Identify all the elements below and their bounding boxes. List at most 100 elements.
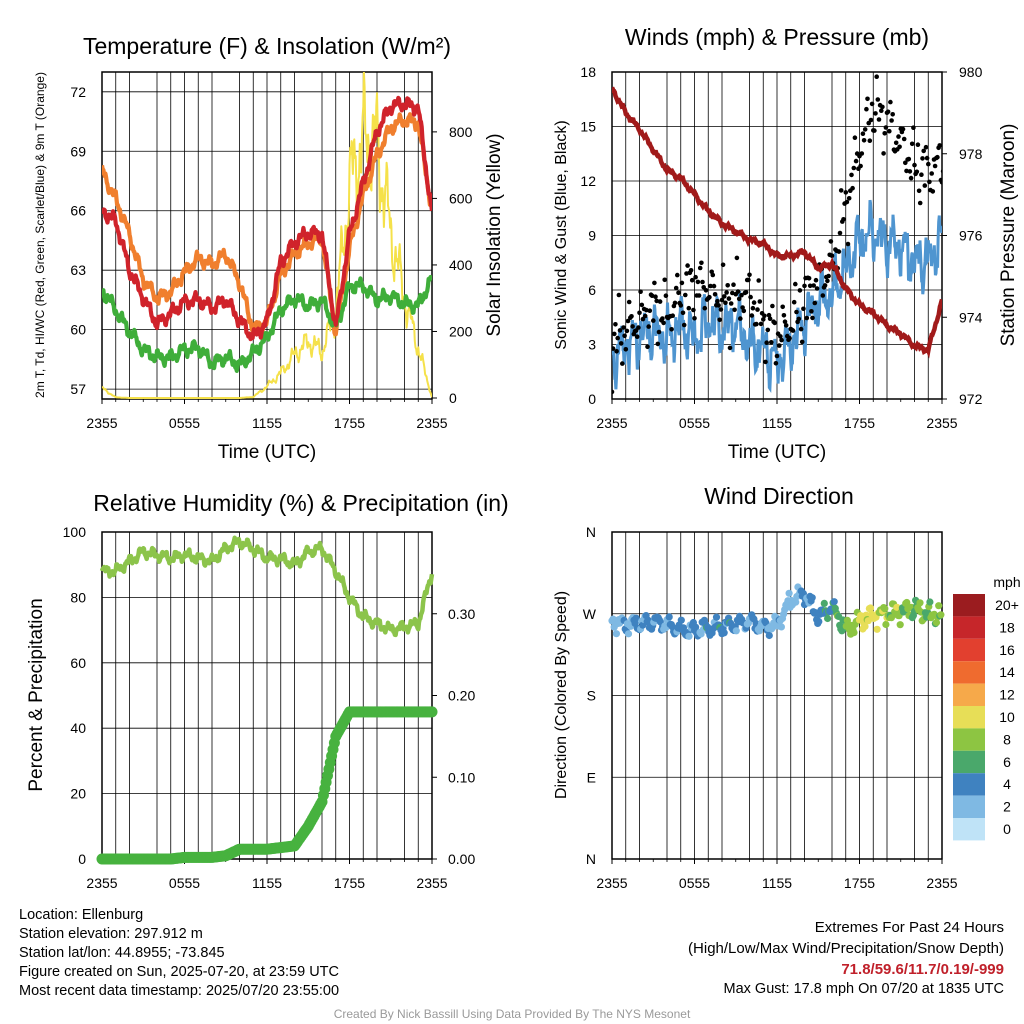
winds-gust-point [780, 304, 785, 310]
winds-gust-point [828, 239, 834, 244]
winds-gust-point [711, 283, 717, 289]
winds-gust-point [820, 293, 826, 298]
direction-point [665, 613, 673, 621]
winds-gust-point [757, 299, 763, 304]
humidity-series-rh [99, 535, 435, 638]
winds-gust-point [657, 299, 663, 304]
winds-gust-point [644, 307, 649, 313]
winds-gust-point [908, 175, 914, 181]
winds-gust-point [791, 299, 797, 305]
winds-gust-point [630, 324, 635, 329]
winds-gust-point [656, 329, 662, 335]
winds-gust-point [843, 190, 849, 195]
direction-point [926, 598, 934, 606]
info-elevation: Station elevation: 297.912 m [19, 926, 203, 942]
winds-gust-point [917, 200, 923, 206]
winds-gust-point [797, 288, 803, 293]
legend-label: 2 [1003, 799, 1011, 815]
temperature-ytick-label: 69 [70, 143, 86, 159]
winds-gust-point [932, 163, 938, 169]
legend-swatch [953, 661, 985, 684]
direction-point [932, 618, 941, 627]
winds-gust-point [924, 155, 930, 161]
humidity-title: Relative Humidity (%) & Precipitation (i… [93, 490, 508, 516]
winds-gust-point [685, 263, 690, 268]
winds-gust-point [798, 326, 804, 332]
winds-gust-point [663, 293, 669, 299]
winds-gust-point [806, 276, 812, 281]
winds-gust-point [692, 316, 697, 321]
winds-gust-point [845, 241, 851, 247]
winds-gust-point [807, 283, 813, 289]
winds-gust-point [790, 328, 796, 333]
winds-gust-point [697, 265, 703, 271]
legend-swatch [953, 683, 985, 706]
winds-gust-point [783, 323, 789, 328]
legend-label: 0 [1003, 821, 1011, 837]
direction-point [882, 620, 890, 629]
winds-gust-point [693, 274, 698, 280]
winds-gust-point [838, 188, 844, 193]
winds-gust-point [612, 389, 615, 395]
winds-gust-point [881, 151, 886, 156]
winds-gust-point [904, 168, 909, 174]
legend-label: 8 [1003, 731, 1011, 747]
winds-gust-point [646, 324, 651, 329]
winds-gust-point [623, 347, 629, 352]
temperature-ytick-label: 72 [70, 84, 86, 100]
humidity-ylabel: Percent & Precipitation [26, 598, 47, 791]
winds-gust-point [850, 185, 855, 191]
winds-gust-point [669, 327, 674, 332]
direction-point [893, 603, 901, 611]
winds-gust-point [853, 158, 859, 164]
winds-gust-point [681, 322, 687, 328]
direction-ytick-label: W [583, 606, 597, 622]
legend-label: 4 [1003, 776, 1011, 792]
winds-gust-point [673, 285, 679, 291]
winds-y2tick-label: 972 [959, 391, 983, 407]
winds-gust-point [930, 189, 936, 194]
legend-label: 6 [1003, 754, 1011, 770]
winds-gust-point [718, 307, 724, 312]
winds-gust-point [911, 125, 916, 130]
winds-gust-point [703, 288, 709, 293]
winds-ytick-label: 3 [588, 337, 596, 353]
direction-xtick-label: 2355 [596, 875, 627, 891]
winds-gust-point [754, 321, 759, 327]
winds-gust-point [796, 316, 802, 322]
temperature-series-red [102, 95, 432, 342]
winds-gust-point [897, 144, 902, 150]
direction-title: Wind Direction [704, 483, 854, 509]
winds-xtick-label: 1155 [762, 415, 792, 431]
direction-point [624, 630, 633, 638]
winds-gust-point [716, 303, 721, 308]
legend-swatch [953, 750, 985, 774]
temperature-y2tick-label: 200 [449, 323, 473, 339]
info-timestamp: Most recent data timestamp: 2025/07/20 2… [19, 983, 340, 999]
winds-gust-point [679, 280, 685, 286]
winds-gust-point [779, 337, 784, 343]
winds-xtick-label: 1755 [844, 415, 875, 431]
winds-gust-point [695, 279, 701, 285]
direction-point [685, 632, 693, 640]
winds-gust-point [885, 109, 891, 115]
winds-gust-point [794, 309, 799, 315]
winds-gust-point [773, 361, 779, 366]
direction-point [873, 625, 881, 633]
winds-gust-point [708, 283, 713, 289]
winds-xtick-label: 0555 [679, 415, 710, 431]
humidity-ytick-label: 60 [70, 655, 86, 671]
direction-point [820, 599, 828, 608]
winds-gust-point [920, 156, 925, 161]
direction-xtick-label: 0555 [679, 875, 710, 891]
winds-gust-point [618, 341, 624, 346]
winds-gust-point [851, 165, 857, 171]
winds-gust-point [813, 277, 819, 283]
winds-gust-point [812, 300, 818, 306]
winds-gust-point [626, 299, 632, 305]
winds-frame: 2355 0555 1155 1755 235503691215189729749769… [553, 24, 1019, 463]
legend-swatch [953, 728, 985, 751]
humidity-y2tick-label: 0.10 [448, 769, 475, 785]
winds-gust-point [799, 339, 805, 345]
winds-xlabel: Time (UTC) [728, 442, 827, 463]
